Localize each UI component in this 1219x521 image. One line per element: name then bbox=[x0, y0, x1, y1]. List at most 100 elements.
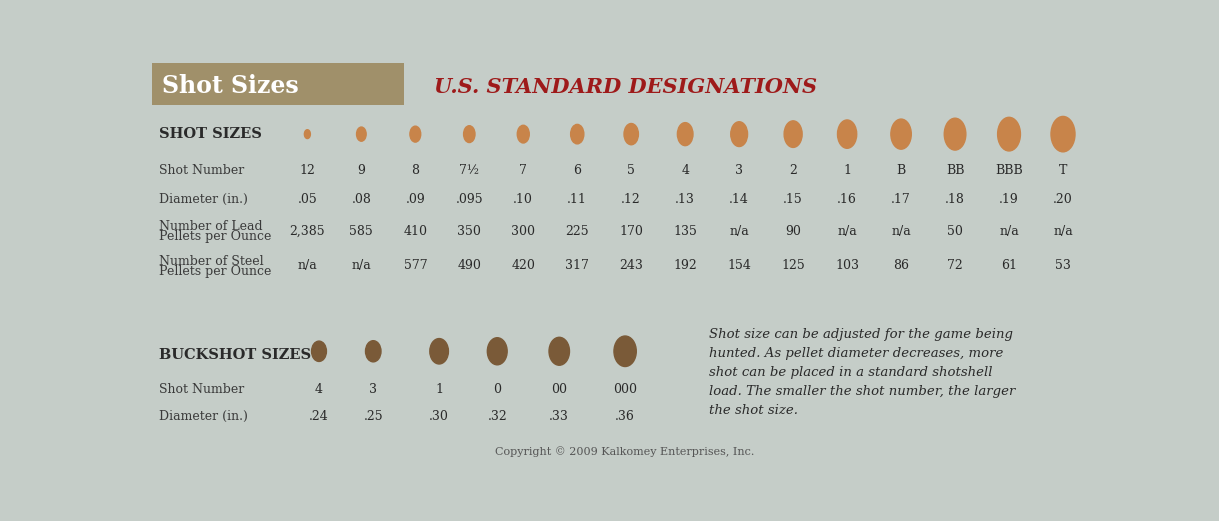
Text: 9: 9 bbox=[357, 164, 366, 177]
Ellipse shape bbox=[730, 122, 747, 146]
Text: Number of Steel: Number of Steel bbox=[158, 255, 263, 268]
Text: 50: 50 bbox=[947, 225, 963, 238]
Text: 490: 490 bbox=[457, 259, 482, 272]
Ellipse shape bbox=[305, 130, 311, 139]
Text: Shot size can be adjusted for the game being
hunted. As pellet diameter decrease: Shot size can be adjusted for the game b… bbox=[708, 328, 1015, 417]
Text: 192: 192 bbox=[673, 259, 697, 272]
Text: .20: .20 bbox=[1053, 193, 1073, 206]
Text: 4: 4 bbox=[681, 164, 689, 177]
Text: 6: 6 bbox=[573, 164, 581, 177]
Text: .13: .13 bbox=[675, 193, 695, 206]
Text: .30: .30 bbox=[429, 410, 449, 423]
Text: .15: .15 bbox=[784, 193, 803, 206]
Ellipse shape bbox=[837, 120, 857, 148]
Ellipse shape bbox=[463, 126, 475, 143]
Text: B: B bbox=[896, 164, 906, 177]
Text: 1: 1 bbox=[435, 383, 444, 396]
Text: .08: .08 bbox=[351, 193, 372, 206]
Text: 420: 420 bbox=[511, 259, 535, 272]
Text: 0: 0 bbox=[494, 383, 501, 396]
Text: 12: 12 bbox=[300, 164, 316, 177]
Ellipse shape bbox=[891, 119, 912, 149]
Text: .16: .16 bbox=[837, 193, 857, 206]
Ellipse shape bbox=[549, 337, 569, 365]
Ellipse shape bbox=[997, 117, 1020, 151]
Text: .09: .09 bbox=[406, 193, 425, 206]
Text: Copyright © 2009 Kalkomey Enterprises, Inc.: Copyright © 2009 Kalkomey Enterprises, I… bbox=[495, 446, 755, 457]
Text: 5: 5 bbox=[628, 164, 635, 177]
Text: .11: .11 bbox=[567, 193, 588, 206]
Text: 53: 53 bbox=[1056, 259, 1072, 272]
Text: n/a: n/a bbox=[891, 225, 911, 238]
Text: Number of Lead: Number of Lead bbox=[158, 220, 262, 233]
Text: 103: 103 bbox=[835, 259, 859, 272]
Text: 170: 170 bbox=[619, 225, 644, 238]
Text: 2,385: 2,385 bbox=[290, 225, 325, 238]
Text: .12: .12 bbox=[622, 193, 641, 206]
Text: 61: 61 bbox=[1001, 259, 1017, 272]
Text: .14: .14 bbox=[729, 193, 750, 206]
Text: 300: 300 bbox=[511, 225, 535, 238]
Text: 4: 4 bbox=[315, 383, 323, 396]
Ellipse shape bbox=[784, 121, 802, 147]
Text: 243: 243 bbox=[619, 259, 644, 272]
Ellipse shape bbox=[614, 336, 636, 366]
Text: 317: 317 bbox=[566, 259, 589, 272]
Text: .10: .10 bbox=[513, 193, 533, 206]
Ellipse shape bbox=[517, 125, 529, 143]
Text: T: T bbox=[1059, 164, 1067, 177]
Ellipse shape bbox=[624, 123, 639, 145]
Text: n/a: n/a bbox=[1000, 225, 1019, 238]
Text: 410: 410 bbox=[403, 225, 428, 238]
Text: 7: 7 bbox=[519, 164, 527, 177]
Text: Diameter (in.): Diameter (in.) bbox=[158, 193, 247, 206]
Text: BB: BB bbox=[946, 164, 964, 177]
Text: .17: .17 bbox=[891, 193, 911, 206]
Text: 000: 000 bbox=[613, 383, 638, 396]
Text: 135: 135 bbox=[673, 225, 697, 238]
Text: Diameter (in.): Diameter (in.) bbox=[158, 410, 247, 423]
Text: .095: .095 bbox=[456, 193, 483, 206]
Text: Shot Number: Shot Number bbox=[158, 383, 244, 396]
Text: .25: .25 bbox=[363, 410, 383, 423]
Text: U.S. STANDARD DESIGNATIONS: U.S. STANDARD DESIGNATIONS bbox=[434, 77, 817, 97]
Text: .05: .05 bbox=[297, 193, 317, 206]
Text: Pellets per Ounce: Pellets per Ounce bbox=[158, 265, 271, 278]
Text: .33: .33 bbox=[550, 410, 569, 423]
Text: 577: 577 bbox=[403, 259, 427, 272]
Text: 125: 125 bbox=[781, 259, 805, 272]
Text: n/a: n/a bbox=[297, 259, 317, 272]
Text: n/a: n/a bbox=[729, 225, 748, 238]
Ellipse shape bbox=[430, 339, 449, 364]
Text: 585: 585 bbox=[350, 225, 373, 238]
Ellipse shape bbox=[678, 122, 692, 146]
Ellipse shape bbox=[366, 341, 382, 362]
Ellipse shape bbox=[312, 341, 327, 362]
Text: .19: .19 bbox=[1000, 193, 1019, 206]
Text: 2: 2 bbox=[789, 164, 797, 177]
Text: 3: 3 bbox=[369, 383, 377, 396]
Text: BUCKSHOT SIZES: BUCKSHOT SIZES bbox=[158, 348, 311, 362]
Ellipse shape bbox=[410, 126, 421, 142]
Text: 00: 00 bbox=[551, 383, 567, 396]
Ellipse shape bbox=[570, 125, 584, 144]
Text: .32: .32 bbox=[488, 410, 507, 423]
Text: 86: 86 bbox=[894, 259, 909, 272]
Text: 225: 225 bbox=[566, 225, 589, 238]
Text: 7½: 7½ bbox=[460, 164, 479, 177]
Text: 1: 1 bbox=[844, 164, 851, 177]
Text: .24: .24 bbox=[310, 410, 329, 423]
Text: 8: 8 bbox=[411, 164, 419, 177]
FancyBboxPatch shape bbox=[152, 63, 405, 105]
Text: 350: 350 bbox=[457, 225, 482, 238]
Ellipse shape bbox=[356, 127, 366, 141]
Text: 3: 3 bbox=[735, 164, 744, 177]
Text: n/a: n/a bbox=[351, 259, 372, 272]
Ellipse shape bbox=[488, 338, 507, 365]
Text: 72: 72 bbox=[947, 259, 963, 272]
Ellipse shape bbox=[1051, 116, 1075, 152]
Text: n/a: n/a bbox=[1053, 225, 1073, 238]
Text: 154: 154 bbox=[728, 259, 751, 272]
Text: .36: .36 bbox=[616, 410, 635, 423]
Text: 90: 90 bbox=[785, 225, 801, 238]
